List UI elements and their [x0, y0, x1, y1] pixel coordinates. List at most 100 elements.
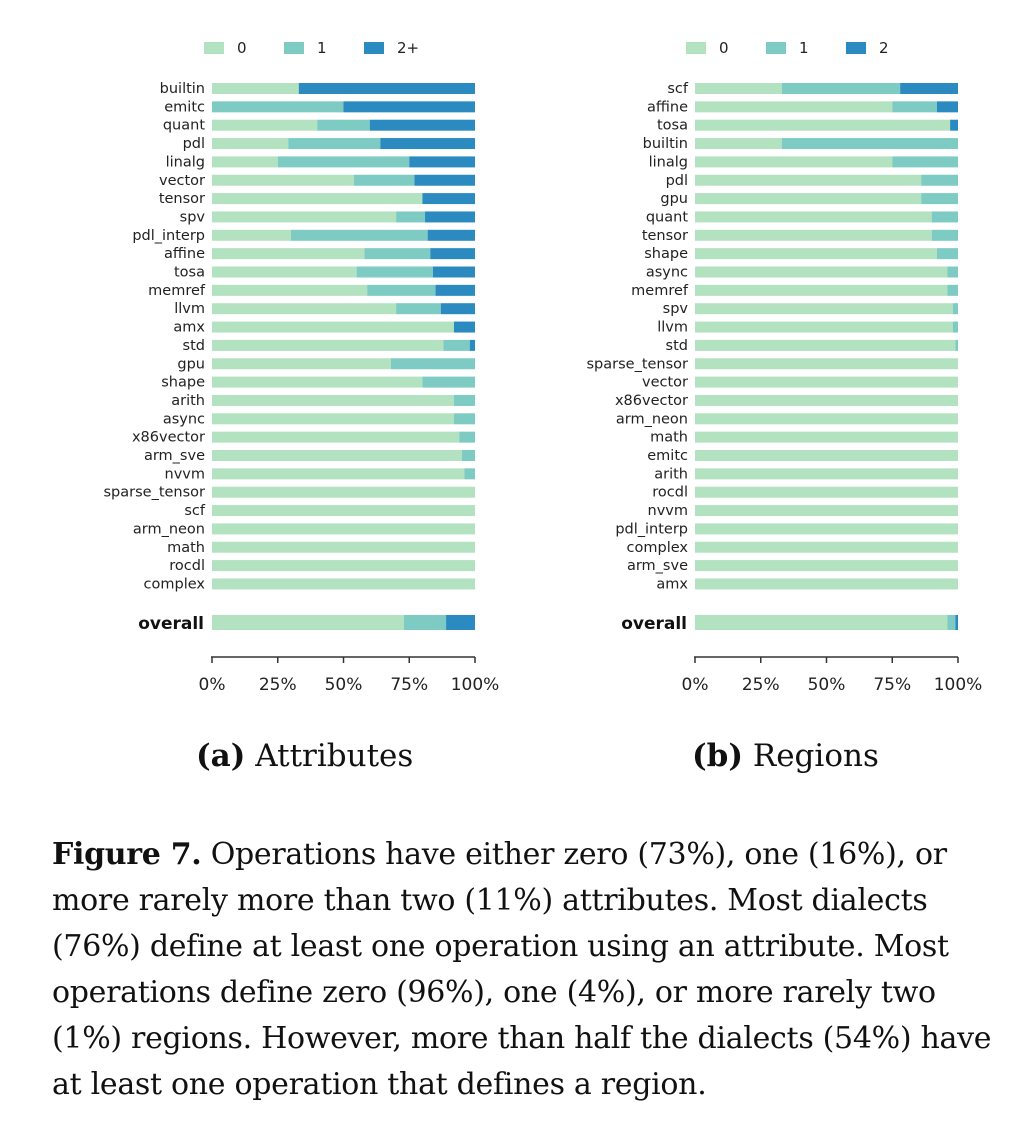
chart-b-bar-0 [695, 193, 922, 205]
chart-b-bar-1 [921, 193, 958, 205]
chart-a-category-label: arith [171, 393, 205, 409]
chart-a-bar-2+ [298, 83, 475, 94]
chart-a-category-label: builtin [160, 81, 205, 97]
chart-b-bar-1 [952, 321, 958, 333]
chart-b-legend-swatch-1 [766, 42, 786, 54]
chart-a-x-tick-label: 50% [325, 675, 363, 695]
chart-a-category-label: complex [144, 576, 206, 592]
subcaption-a-label: (a) [196, 738, 246, 774]
chart-b-category-label: vector [642, 375, 688, 391]
chart-a-bar-2+ [343, 101, 475, 113]
chart-a-x-tick-label: 0% [199, 675, 226, 695]
chart-a-bar-2+ [425, 211, 475, 223]
chart-a-category-label: emitc [164, 99, 205, 115]
chart-a-bar-0 [212, 83, 299, 94]
chart-b-x-tick-label: 50% [808, 675, 846, 695]
chart-a-bar-1 [317, 119, 370, 131]
chart-b-bar-0 [695, 541, 958, 553]
chart-b-category-label: memref [631, 283, 689, 299]
chart-b-legend-swatch-0 [686, 42, 706, 54]
chart-a-bar-1 [443, 339, 470, 351]
chart-b-overall-label: overall [621, 614, 687, 634]
chart-a-bar-0 [212, 229, 291, 241]
chart-a-category-label: math [167, 540, 205, 556]
chart-a-category-label: spv [180, 209, 206, 225]
chart-b-category-label: amx [656, 576, 688, 592]
chart-a-category-label: affine [164, 246, 205, 262]
chart-b-bar-0 [695, 505, 958, 517]
chart-a-bar-0 [212, 339, 444, 351]
chart-b-category-label: arm_neon [616, 411, 688, 427]
chart-a-category-label: nvvm [165, 466, 205, 482]
chart-a-bar-0 [212, 505, 475, 517]
chart-b-bar-1 [952, 303, 958, 315]
chart-b-bar-0 [695, 101, 893, 113]
chart-b-bar-1 [947, 266, 958, 278]
chart-a-category-label: memref [148, 283, 206, 299]
chart-a-bar-0 [212, 468, 465, 480]
chart-b-bar-1 [955, 339, 958, 351]
chart-a-bar-2+ [427, 229, 475, 241]
chart-b-bar-1 [931, 211, 958, 223]
chart-b-bar-0 [695, 450, 958, 461]
chart-a-category-label: linalg [166, 154, 205, 170]
chart-a-bar-0 [212, 431, 460, 443]
chart-a-bar-1 [396, 211, 426, 223]
chart-a-bar-2+ [409, 156, 475, 168]
chart-b-category-label: math [650, 430, 688, 446]
chart-a-x-tick-label: 75% [390, 675, 428, 695]
chart-b-bar-0 [695, 303, 953, 315]
chart-b-category-label: async [646, 265, 688, 281]
chart-b-overall-bar-0 [695, 615, 948, 630]
chart-b-category-label: arith [654, 466, 688, 482]
chart-a-legend-label-1: 1 [317, 39, 327, 57]
chart-b-category-label: pdl_interp [615, 521, 688, 537]
chart-b-category-label: sparse_tensor [586, 356, 688, 372]
chart-a-bar-1 [453, 394, 475, 406]
chart-a-bar-2+ [469, 339, 475, 351]
chart-a-bar-2+ [453, 321, 475, 333]
chart-b-category-label: emitc [647, 448, 688, 464]
chart-a-overall-bar-0 [212, 615, 404, 630]
figure-caption: Figure 7. Operations have either zero (7… [52, 832, 1002, 1108]
caption-label: Figure 7. [52, 837, 202, 872]
chart-a-bar-1 [396, 303, 441, 315]
chart-b-bar-0 [695, 138, 782, 150]
chart-a-bar-1 [453, 413, 475, 425]
chart-b-bar-0 [695, 523, 958, 535]
chart-b-legend-label-0: 0 [719, 39, 729, 57]
chart-a-bar-1 [288, 138, 381, 150]
chart-a-bar-0 [212, 284, 368, 296]
subcaption-a-text: Attributes [255, 738, 414, 774]
chart-b-category-label: affine [647, 99, 688, 115]
subcaption-b-label: (b) [692, 738, 744, 774]
chart-a-bar-0 [212, 523, 475, 535]
chart-a-bar-2+ [380, 138, 475, 150]
chart-a-overall-label: overall [138, 614, 204, 634]
chart-a-bar-0 [212, 119, 318, 131]
chart-b-bar-0 [695, 578, 958, 590]
chart-a-legend-swatch-1 [284, 42, 304, 54]
chart-a-category-label: shape [161, 375, 205, 391]
chart-a-bar-1 [290, 229, 428, 241]
chart-a-category-label: sparse_tensor [103, 485, 205, 501]
chart-a-bar-0 [212, 193, 423, 205]
chart-b-x-tick-label: 100% [934, 675, 983, 695]
subcaption-a: (a) Attributes [196, 738, 413, 774]
chart-b-bar-2 [950, 119, 958, 131]
chart-a-bar-0 [212, 248, 365, 260]
chart-a-bar-1 [364, 248, 431, 260]
chart-b-category-label: scf [667, 81, 689, 97]
chart-b-bar-0 [695, 321, 953, 333]
chart-a-bar-1 [367, 284, 436, 296]
chart-a-bar-0 [212, 450, 462, 461]
chart-b-category-label: llvm [657, 320, 688, 336]
chart-a-bar-1 [277, 156, 410, 168]
chart-a-legend-label-2: 2+ [397, 39, 419, 57]
chart-b-category-label: rocdl [652, 485, 688, 501]
chart-b-overall-bar-2 [955, 615, 958, 630]
chart-b-category-label: std [666, 338, 688, 354]
chart-a-bar-0 [212, 211, 397, 223]
chart-b-x-tick-label: 75% [873, 675, 911, 695]
chart-a-legend-swatch-2 [364, 42, 384, 54]
